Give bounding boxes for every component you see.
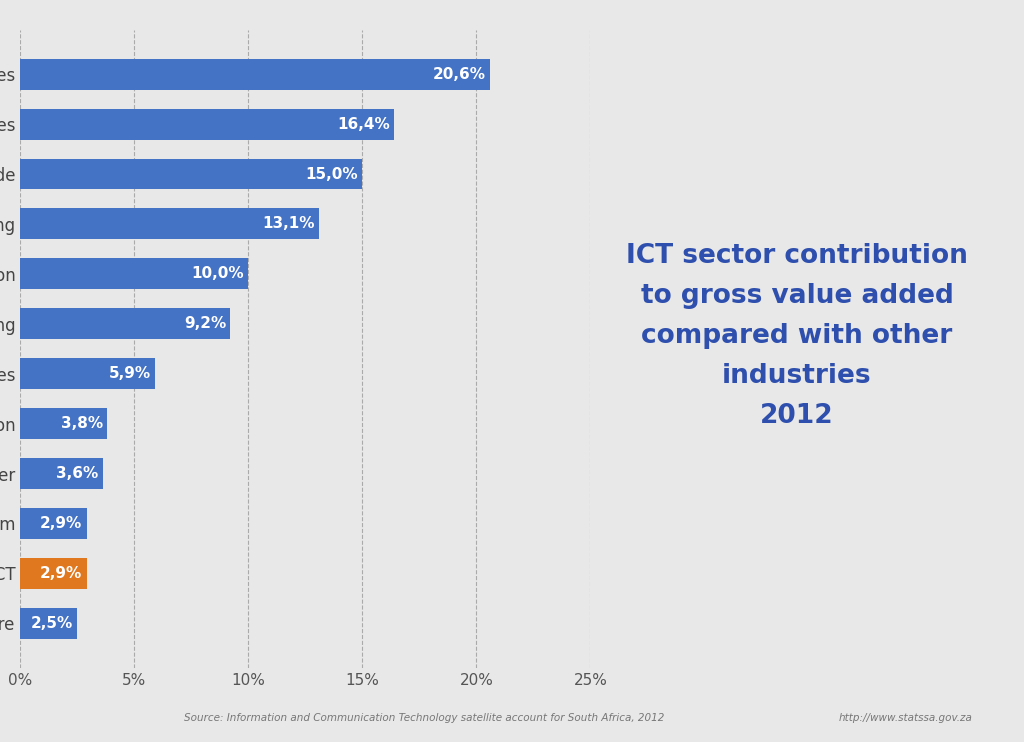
Text: 5,9%: 5,9% [109, 367, 151, 381]
Text: Source: Information and Communication Technology satellite account for South Afr: Source: Information and Communication Te… [184, 714, 665, 723]
Bar [20, 108, 394, 139]
Bar [20, 258, 249, 289]
Text: 9,2%: 9,2% [184, 316, 226, 331]
Text: 2,9%: 2,9% [40, 566, 83, 581]
Text: 10,0%: 10,0% [191, 266, 245, 281]
Text: 16,4%: 16,4% [338, 116, 390, 131]
Text: 13,1%: 13,1% [262, 217, 315, 232]
Bar [20, 458, 102, 489]
Text: 3,8%: 3,8% [60, 416, 103, 431]
Bar [20, 209, 319, 240]
Bar [20, 358, 155, 389]
Text: ICT sector contribution
to gross value added
compared with other
industries
2012: ICT sector contribution to gross value a… [626, 243, 968, 429]
Text: 15,0%: 15,0% [306, 166, 358, 182]
Bar [20, 59, 490, 90]
Bar [20, 508, 87, 539]
Text: 3,6%: 3,6% [56, 466, 98, 481]
Text: 2,5%: 2,5% [31, 616, 74, 631]
Text: 20,6%: 20,6% [433, 67, 486, 82]
Text: 2,9%: 2,9% [40, 516, 83, 531]
Bar [20, 558, 87, 589]
Bar [20, 309, 230, 339]
Bar [20, 608, 78, 639]
Bar [20, 159, 362, 189]
Bar [20, 408, 108, 439]
Text: http://www.statssa.gov.za: http://www.statssa.gov.za [839, 714, 973, 723]
